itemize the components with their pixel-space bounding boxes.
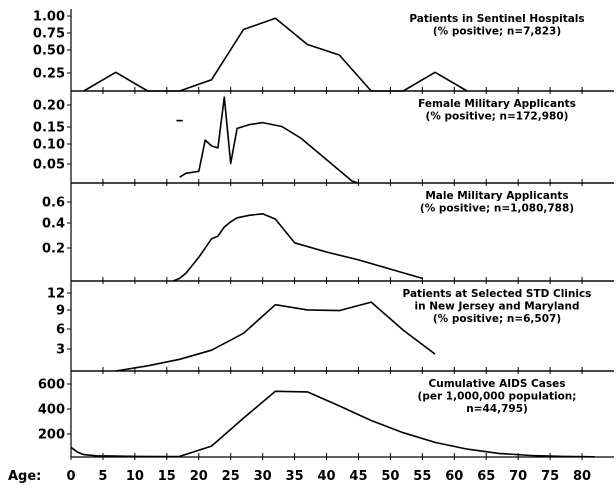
panel-3-title-line: Male Military Applicants [425, 190, 568, 202]
panel-5-title-line: n=44,795) [466, 403, 528, 415]
panel-3-y-tick-label: 0.2 [42, 242, 65, 257]
panel-1-series-line [83, 17, 468, 92]
panel-4-y-tick-label: 12 [47, 287, 65, 302]
panel-5-y-tick-label: 600 [38, 378, 65, 393]
panel-3-title-line: (% positive; n=1,080,788) [420, 203, 574, 215]
panel-3-series-line [172, 213, 423, 282]
panel-1-y-tick-label: 0.75 [33, 27, 65, 42]
x-tick-label: 70 [509, 469, 527, 484]
panel-2-y-tick-label: 0.10 [33, 138, 65, 153]
panel-4-y-tick-label: 3 [56, 343, 65, 358]
panel-2-title-line: (% positive; n=172,980) [426, 111, 569, 123]
panel-5-title-line: (per 1,000,000 population; [418, 391, 577, 403]
x-tick-label: 10 [126, 469, 144, 484]
panel-5-y-tick-label: 400 [38, 403, 65, 418]
panel-4-y-tick-label: 6 [56, 323, 65, 338]
x-tick-label: 80 [573, 469, 591, 484]
x-tick-label: 0 [66, 469, 75, 484]
x-axis-label: Age: [8, 469, 41, 484]
panel-1-y-tick-label: 0.50 [33, 44, 65, 59]
x-tick-label: 30 [254, 469, 272, 484]
x-tick-label: 15 [158, 469, 176, 484]
panel-2-title-line: Female Military Applicants [418, 98, 576, 110]
panel-1-title-line: Patients in Sentinel Hospitals [409, 13, 584, 25]
panel-5-series-line [70, 390, 595, 458]
panel-2-series-line [179, 96, 359, 184]
x-tick-label: 40 [317, 469, 335, 484]
x-tick-label: 35 [286, 469, 304, 484]
panel-4-series-line [115, 301, 436, 372]
x-tick-label: 60 [445, 469, 463, 484]
panel-1-y-tick-label: 0.25 [33, 67, 65, 82]
x-tick-label: 5 [98, 469, 107, 484]
panel-1-y-tick-label: 1.00 [33, 10, 65, 25]
panel-3-y-tick-label: 0.4 [42, 217, 65, 232]
panel-2-y-tick-label: 0.15 [33, 121, 65, 136]
panel-5-y-tick-label: 200 [38, 428, 65, 443]
x-tick-label: 75 [541, 469, 559, 484]
panel-4-title-line: in New Jersey and Maryland [414, 301, 579, 313]
x-tick-label: 65 [477, 469, 495, 484]
x-tick-label: 45 [349, 469, 367, 484]
panel-1-title-line: (% positive; n=7,823) [433, 26, 561, 38]
panel-4-title-line: Patients at Selected STD Clinics [403, 288, 592, 300]
x-tick-label: 20 [190, 469, 208, 484]
x-tick-label: 55 [413, 469, 431, 484]
panel-3-y-tick-label: 0.6 [42, 196, 65, 211]
panel-4-title-line: (% positive; n=6,507) [433, 313, 561, 325]
x-tick-label: 50 [381, 469, 399, 484]
panel-2-y-tick-label: 0.20 [33, 99, 65, 114]
panel-4-y-tick-label: 9 [56, 304, 65, 319]
x-tick-label: 25 [222, 469, 240, 484]
panel-5-title-line: Cumulative AIDS Cases [429, 378, 566, 390]
panel-2-y-tick-label: 0.05 [33, 158, 65, 173]
